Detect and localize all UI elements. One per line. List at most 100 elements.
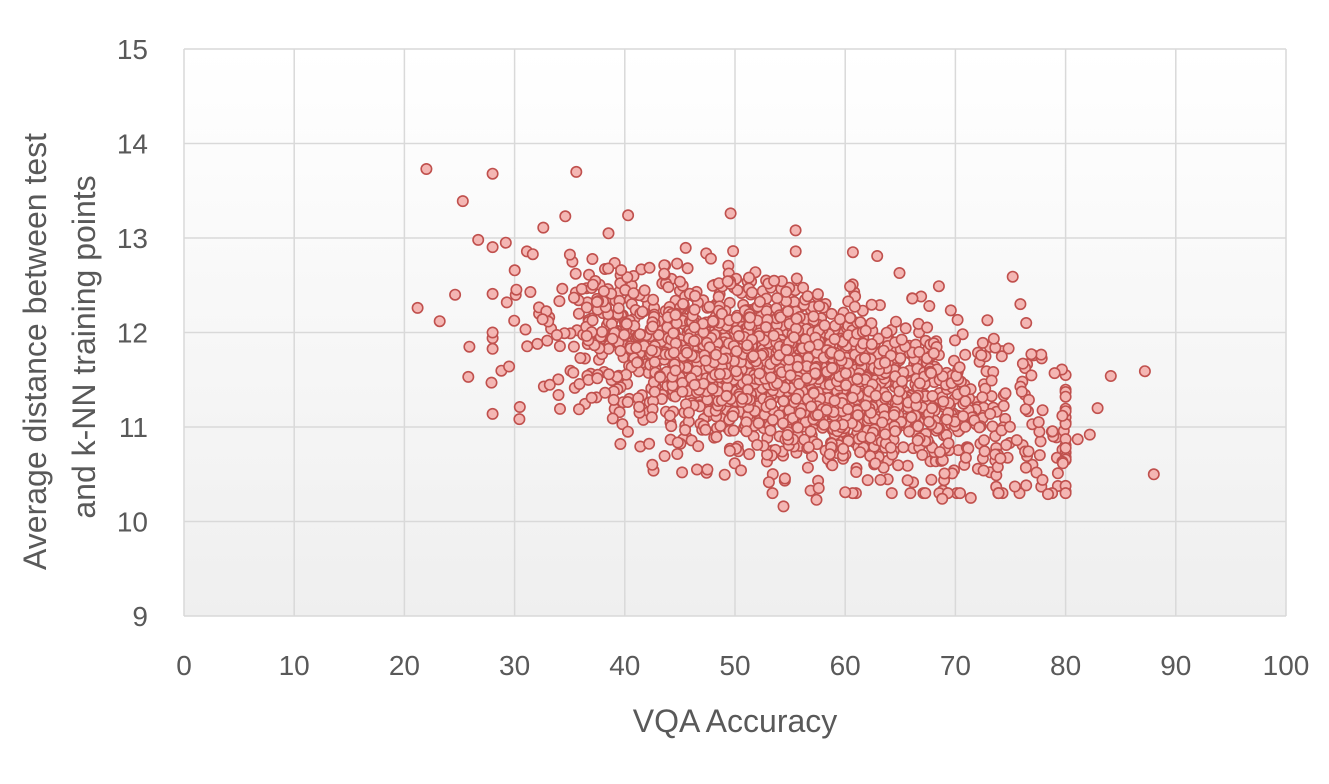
scatter-point (885, 487, 898, 500)
scatter-point (839, 367, 852, 380)
scatter-point (633, 400, 646, 413)
scatter-point (780, 343, 793, 356)
scatter-point (924, 366, 937, 379)
scatter-point (817, 418, 830, 431)
scatter-point (995, 350, 1008, 363)
scatter-point (973, 421, 986, 434)
y-axis-title-line-1: Average distance between test (17, 133, 53, 570)
scatter-point (638, 284, 651, 297)
scatter-point (933, 445, 946, 458)
scatter-point (1010, 434, 1023, 447)
scatter-point (1059, 487, 1072, 500)
scatter-point (1036, 473, 1049, 486)
scatter-point (486, 326, 499, 339)
scatter-point (981, 314, 994, 327)
scatter-point (906, 292, 919, 305)
scatter-point (636, 305, 649, 318)
scatter-point (861, 474, 874, 487)
scatter-point (1003, 420, 1016, 433)
scatter-point (913, 377, 926, 390)
scatter-point (671, 447, 684, 460)
scatter-point (790, 312, 803, 325)
scatter-point (826, 459, 839, 472)
scatter-point (682, 406, 695, 419)
scatter-point (673, 275, 686, 288)
scatter-point (699, 423, 712, 436)
scatter-point (1056, 409, 1069, 422)
scatter-point (567, 340, 580, 353)
scatter-point (1020, 316, 1033, 329)
scatter-point (503, 360, 516, 373)
scatter-point (553, 402, 566, 415)
scatter-point (793, 377, 806, 390)
scatter-point (741, 373, 754, 386)
scatter-point (663, 409, 676, 422)
scatter-point (764, 398, 777, 411)
scatter-point (978, 445, 991, 458)
scatter-point (776, 417, 789, 430)
scatter-point (508, 314, 521, 327)
scatter-point (895, 333, 908, 346)
scatter-point (810, 493, 823, 506)
scatter-point (781, 428, 794, 441)
scatter-point (486, 407, 499, 420)
scatter-point (781, 305, 794, 318)
scatter-point (927, 347, 940, 360)
scatter-point (692, 440, 705, 453)
scatter-point (720, 389, 733, 402)
scatter-point (456, 195, 469, 208)
scatter-point (858, 352, 871, 365)
scatter-point (602, 262, 615, 275)
scatter-point (833, 349, 846, 362)
scatter-point (859, 324, 872, 337)
scatter-point (977, 464, 990, 477)
scatter-point (411, 301, 424, 314)
scatter-point (732, 329, 745, 342)
scatter-point (699, 354, 712, 367)
scatter-point (569, 267, 582, 280)
scatter-point (510, 283, 523, 296)
scatter-point (715, 307, 728, 320)
scatter-point (801, 461, 814, 474)
scatter-point (1059, 390, 1072, 403)
scatter-point (709, 348, 722, 361)
x-tick-label: 60 (830, 650, 861, 681)
scatter-point (621, 395, 634, 408)
scatter-point (771, 292, 784, 305)
scatter-point (897, 441, 910, 454)
scatter-point (550, 328, 563, 341)
scatter-point (618, 328, 631, 341)
scatter-point (679, 241, 692, 254)
scatter-point (521, 340, 534, 353)
scatter-point (869, 457, 882, 470)
scatter-point (688, 289, 701, 302)
scatter-point (865, 298, 878, 311)
scatter-point (667, 327, 680, 340)
scatter-point (621, 425, 634, 438)
scatter-point (864, 431, 877, 444)
scatter-point (876, 416, 889, 429)
scatter-point (736, 392, 749, 405)
scatter-point (940, 413, 953, 426)
scatter-point (1083, 428, 1096, 441)
scatter-point (879, 428, 892, 441)
scatter-point (667, 346, 680, 359)
scatter-point (923, 299, 936, 312)
scatter-point (602, 368, 615, 381)
scatter-point (559, 210, 572, 223)
scatter-point (669, 364, 682, 377)
scatter-point (570, 165, 583, 178)
scatter-point (839, 486, 852, 499)
x-tick-label: 70 (940, 650, 971, 681)
scatter-point (938, 467, 951, 480)
data-points (411, 163, 1160, 513)
scatter-point (752, 417, 765, 430)
scatter-point (537, 221, 550, 234)
scatter-point (567, 366, 580, 379)
scatter-point (994, 452, 1007, 465)
x-tick-label: 0 (176, 650, 192, 681)
scatter-point (586, 278, 599, 291)
x-tick-label: 50 (719, 650, 750, 681)
scatter-point (724, 207, 737, 220)
scatter-point (884, 441, 897, 454)
